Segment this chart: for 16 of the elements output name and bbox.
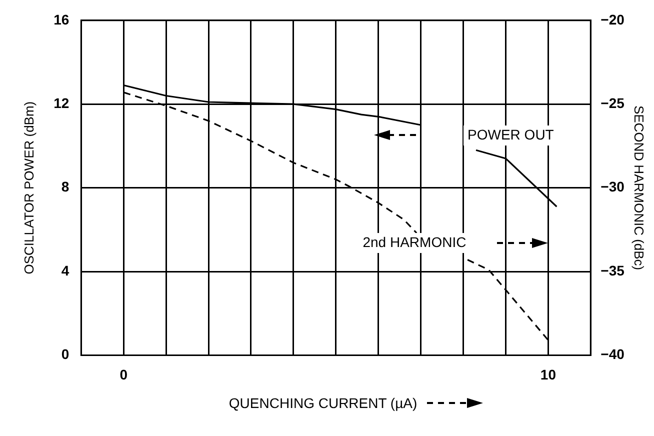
y-tick-label: 4 [61,262,70,278]
y-tick-label: 12 [54,94,70,111]
series-label: POWER OUT [468,126,554,142]
x-tick-label: 10 [540,366,556,382]
y2-tick-label: −20 [600,11,625,28]
legend-label: 2nd HARMONIC [362,234,466,250]
y2-tick-label: −30 [600,178,625,195]
y-axis-title: OSCILLATOR POWER (dBm) [21,101,36,274]
y-tick-label: 8 [61,178,70,195]
y2-axis-title: SECOND HARMONIC (dBc) [632,105,647,270]
y-tick-label: 16 [54,11,70,28]
y2-tick-label: −35 [600,262,625,278]
y2-tick-label: −40 [600,346,625,362]
y2-tick-label: −25 [600,94,625,111]
y-tick-label: 0 [61,346,70,362]
x-axis-title: QUENCHING CURRENT (µA) [228,395,418,412]
